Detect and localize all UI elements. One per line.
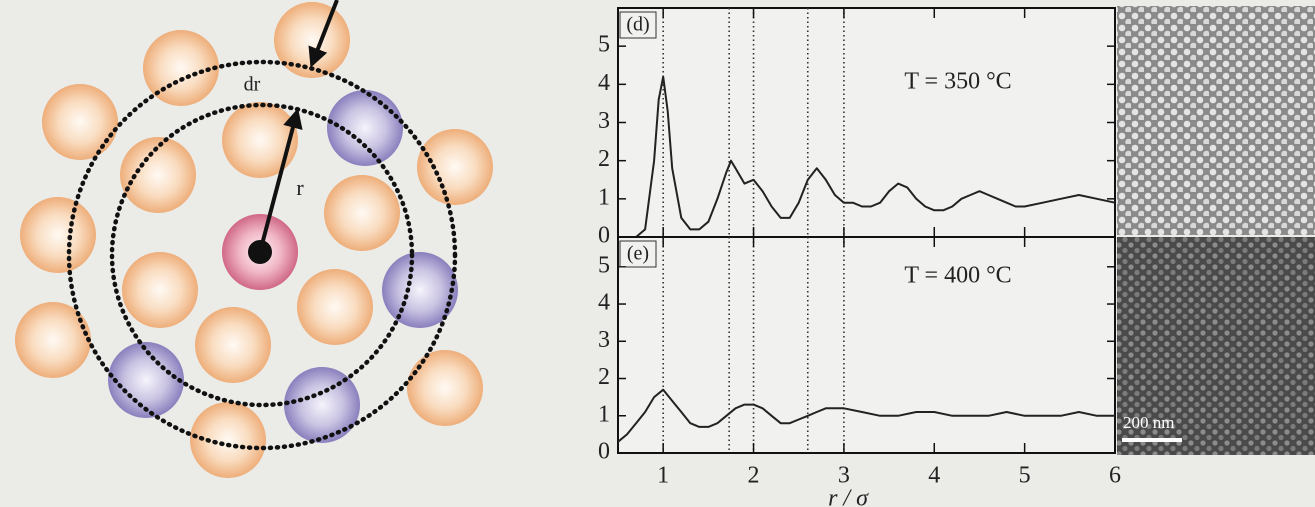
y-tick-label: 2 bbox=[598, 146, 610, 172]
y-tick-label: 2 bbox=[598, 364, 610, 390]
micrograph-350 bbox=[1117, 6, 1315, 235]
x-axis-label: r / σ bbox=[828, 486, 869, 507]
scale-bar-label: 200 nm bbox=[1123, 413, 1174, 432]
annotation: T = 350 °C bbox=[904, 69, 1011, 95]
plot-area bbox=[618, 237, 1115, 453]
y-tick-label: 1 bbox=[598, 401, 610, 427]
y-tick-label: 5 bbox=[598, 252, 610, 278]
x-tick-label: 4 bbox=[928, 463, 940, 489]
y-tick-label: 3 bbox=[598, 108, 610, 134]
y-tick-label: 5 bbox=[598, 32, 610, 58]
x-tick-label: 6 bbox=[1109, 463, 1121, 489]
y-tick-label: 1 bbox=[598, 184, 610, 210]
y-tick-label: 4 bbox=[598, 70, 610, 96]
dr-label: dr bbox=[244, 74, 261, 96]
images: 200 nm bbox=[1117, 6, 1315, 455]
diagram: dr r bbox=[15, 0, 493, 478]
x-tick-label: 5 bbox=[1019, 463, 1031, 489]
x-tick-label: 2 bbox=[748, 463, 760, 489]
y-tick-label: 4 bbox=[598, 290, 610, 316]
r-label: r bbox=[296, 175, 304, 200]
y-tick-label: 0 bbox=[598, 223, 610, 249]
panel-label: (e) bbox=[627, 243, 649, 265]
y-tick-label: 3 bbox=[598, 327, 610, 353]
y-tick-label: 0 bbox=[598, 439, 610, 465]
annotation: T = 400 °C bbox=[904, 263, 1011, 289]
panel-label: (d) bbox=[626, 14, 649, 36]
page: {"diagram": {"labels": ["dr", "r"]}, "sc… bbox=[0, 0, 1315, 507]
figure: dr r 200 nm 012345(d)T = 350 °C012345123… bbox=[0, 0, 1315, 507]
x-tick-label: 1 bbox=[657, 463, 669, 489]
